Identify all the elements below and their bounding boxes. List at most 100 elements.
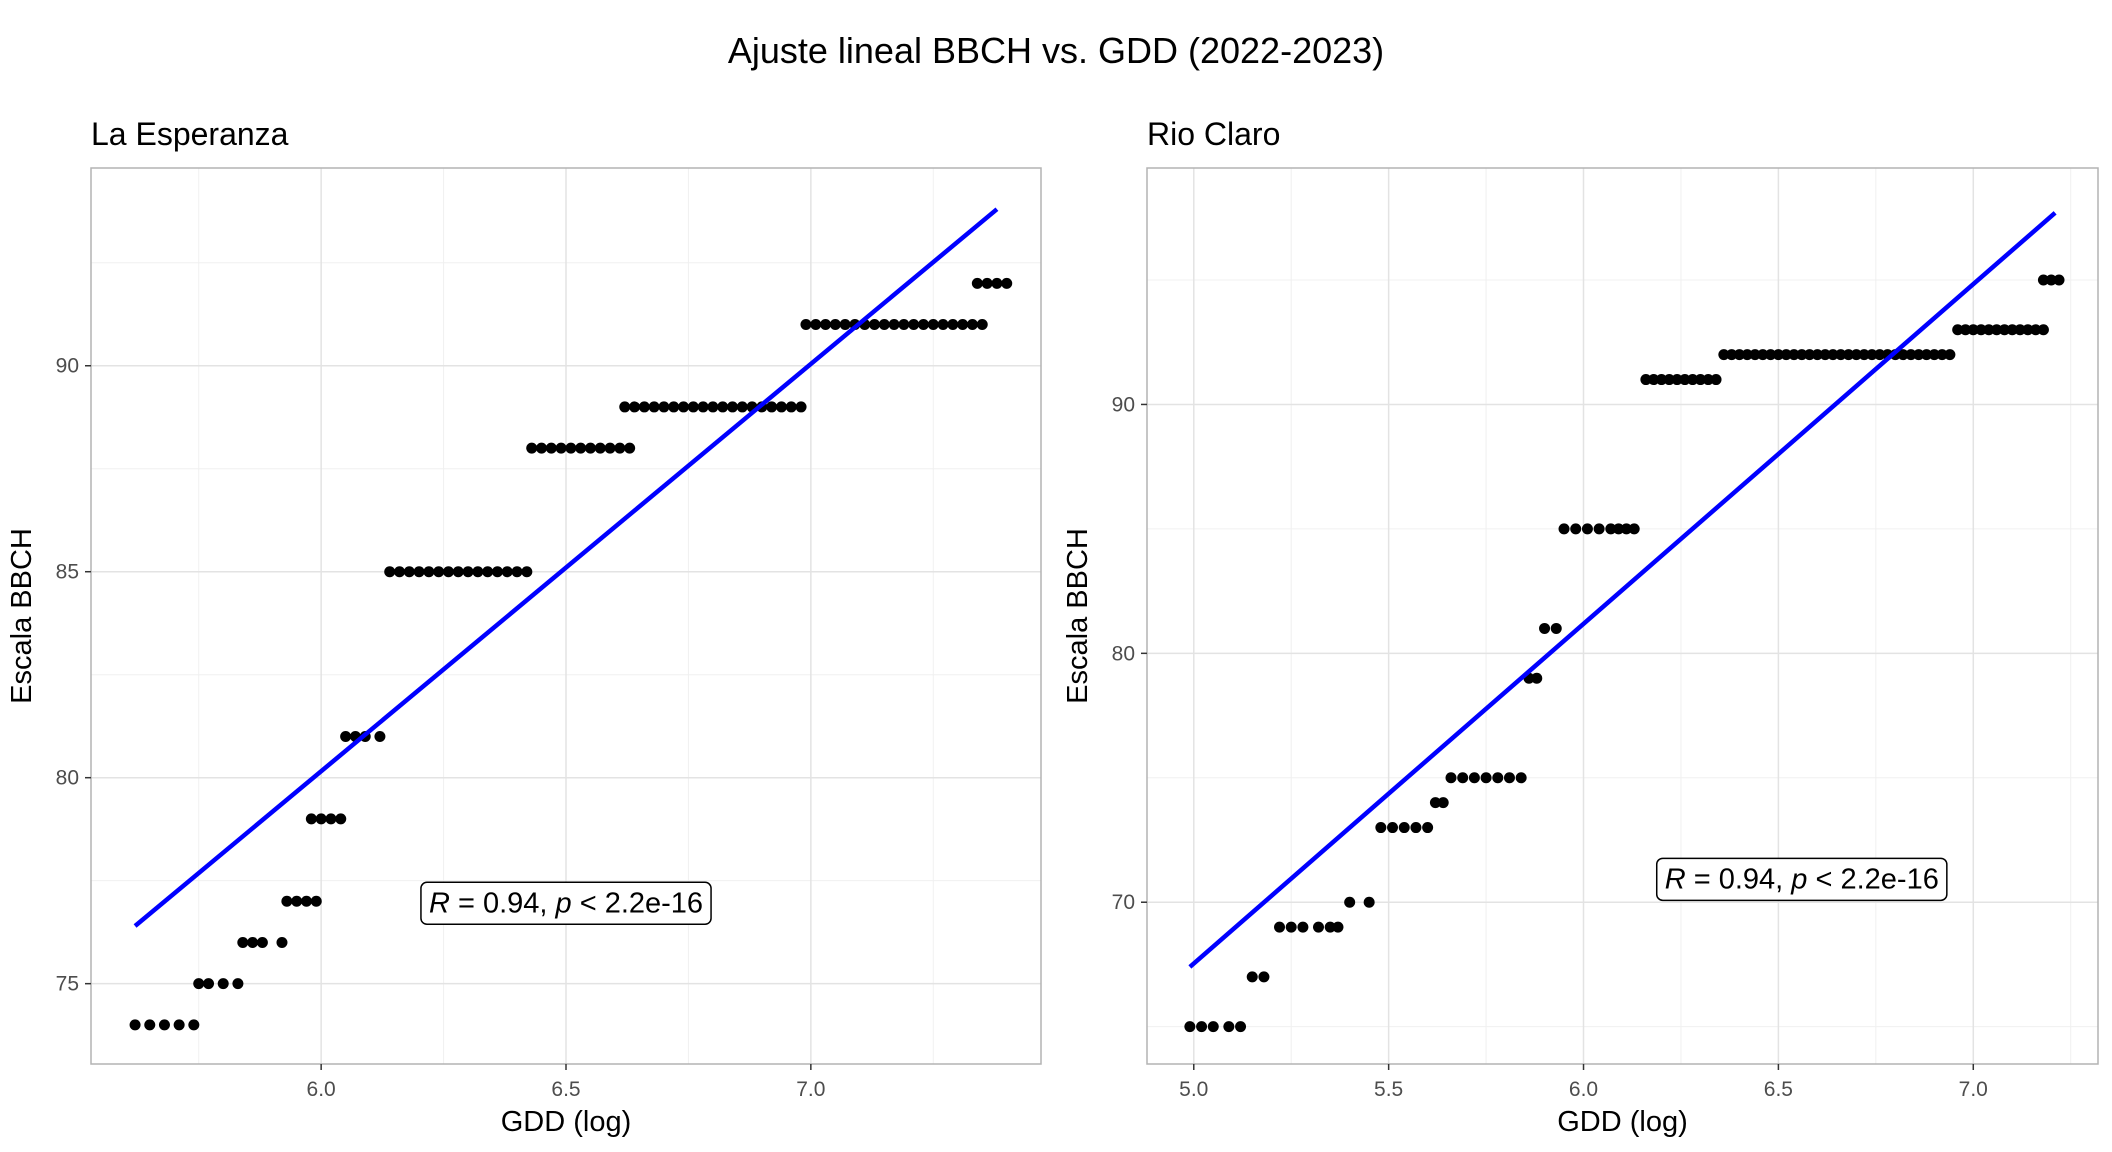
data-point: [433, 566, 445, 578]
data-point: [678, 401, 690, 413]
data-point: [1710, 374, 1722, 386]
data-point: [1457, 772, 1469, 784]
data-point: [1850, 349, 1862, 361]
data-point: [1749, 349, 1761, 361]
data-point: [966, 319, 978, 331]
data-point: [604, 442, 616, 454]
data-point: [717, 401, 729, 413]
data-point: [300, 895, 312, 907]
data-point: [555, 442, 567, 454]
annotation-box: [420, 881, 712, 926]
data-point: [687, 401, 699, 413]
data-point: [1928, 349, 1940, 361]
data-point: [1765, 349, 1777, 361]
data-point: [2053, 274, 2065, 286]
data-point: [1628, 523, 1640, 535]
data-point: [1827, 349, 1839, 361]
data-point: [374, 730, 386, 742]
panel-1: La Esperanza 6.0 6.5 7.0 75 80 85 90 GDD (log) Es…: [6, 116, 1042, 1138]
data-point: [1663, 374, 1675, 386]
stats-annotation: R = 0.94, p < 2.2e-16: [1655, 857, 1948, 902]
panel-title: Rio Claro: [1147, 116, 1280, 152]
data-point: [1207, 1021, 1219, 1033]
data-point: [2022, 324, 2034, 336]
data-point: [648, 401, 660, 413]
data-point: [1550, 622, 1562, 634]
data-point: [340, 730, 352, 742]
regression-line: [1188, 211, 2057, 969]
data-point: [947, 319, 959, 331]
data-point: [276, 936, 288, 948]
data-point: [1687, 374, 1699, 386]
data-point: [971, 277, 983, 289]
data-point: [482, 566, 494, 578]
data-point: [325, 813, 337, 825]
data-point: [1866, 349, 1878, 361]
data-point: [898, 319, 910, 331]
data-point: [575, 442, 587, 454]
x-axis-title: GDD (log): [501, 1106, 632, 1138]
data-point: [188, 1019, 200, 1031]
data-point: [423, 566, 435, 578]
data-point: [472, 566, 484, 578]
data-point: [1788, 349, 1800, 361]
data-point: [491, 566, 503, 578]
data-point: [1983, 324, 1995, 336]
data-point: [511, 566, 523, 578]
data-point: [501, 566, 513, 578]
data-point: [775, 401, 787, 413]
x-tick-label: 6.5: [1764, 1078, 1793, 1101]
data-point: [810, 319, 822, 331]
x-tick-label: 7.0: [1959, 1078, 1988, 1101]
data-point: [726, 401, 738, 413]
data-point: [1772, 349, 1784, 361]
data-point: [217, 978, 229, 990]
annotation-value: < 2.2e-16: [572, 887, 703, 919]
data-point: [766, 401, 778, 413]
data-point: [1620, 523, 1632, 535]
data-point: [976, 319, 988, 331]
data-point: [800, 319, 812, 331]
data-point: [193, 978, 205, 990]
data-point: [1223, 1021, 1235, 1033]
data-point: [1258, 971, 1270, 983]
data-point: [1679, 374, 1691, 386]
data-point: [2037, 324, 2049, 336]
data-point: [1843, 349, 1855, 361]
annotation-symbol: R: [1665, 863, 1686, 895]
data-point: [888, 319, 900, 331]
data-point: [315, 813, 327, 825]
annotation-value: < 2.2e-16: [1807, 863, 1938, 895]
data-point: [878, 319, 890, 331]
data-point: [1492, 772, 1504, 784]
data-point: [203, 978, 215, 990]
data-point: [2030, 324, 2042, 336]
data-point: [232, 978, 244, 990]
data-point: [1387, 822, 1399, 834]
data-point: [1297, 921, 1309, 933]
y-tick-label: 70: [1112, 891, 1135, 914]
data-point: [957, 319, 969, 331]
data-point: [1196, 1021, 1208, 1033]
data-point: [1581, 523, 1593, 535]
data-point: [1363, 896, 1375, 908]
panel-2: Rio Claro 5.0 5.5 6.0 6.5 7.0 70 80 90 GDD (log) E…: [1062, 116, 2099, 1138]
data-point: [1312, 921, 1324, 933]
data-point: [927, 319, 939, 331]
data-point: [1398, 822, 1410, 834]
data-point: [869, 319, 881, 331]
data-point: [1468, 772, 1480, 784]
data-point: [917, 319, 929, 331]
data-point: [1944, 349, 1956, 361]
data-point: [1936, 349, 1948, 361]
data-point: [1235, 1021, 1247, 1033]
x-tick-label: 5.0: [1179, 1078, 1208, 1101]
data-point: [1515, 772, 1527, 784]
data-point: [1998, 324, 2010, 336]
data-point: [658, 401, 670, 413]
data-point: [526, 442, 538, 454]
annotation-value: = 0.94,: [1686, 863, 1792, 895]
x-tick-label: 6.0: [1569, 1078, 1598, 1101]
data-point: [937, 319, 949, 331]
